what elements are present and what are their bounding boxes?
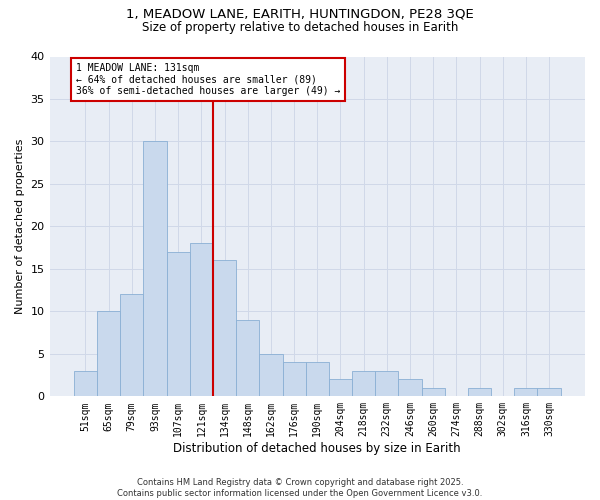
Bar [120, 294, 143, 396]
Y-axis label: Number of detached properties: Number of detached properties [15, 138, 25, 314]
Bar [213, 260, 236, 396]
X-axis label: Distribution of detached houses by size in Earith: Distribution of detached houses by size … [173, 442, 461, 455]
Bar [74, 371, 97, 396]
Bar [236, 320, 259, 396]
Bar [468, 388, 491, 396]
Text: 1, MEADOW LANE, EARITH, HUNTINGDON, PE28 3QE: 1, MEADOW LANE, EARITH, HUNTINGDON, PE28… [126, 8, 474, 20]
Bar [538, 388, 560, 396]
Text: Contains HM Land Registry data © Crown copyright and database right 2025.
Contai: Contains HM Land Registry data © Crown c… [118, 478, 482, 498]
Bar [422, 388, 445, 396]
Bar [398, 380, 422, 396]
Bar [329, 380, 352, 396]
Bar [167, 252, 190, 396]
Bar [143, 142, 167, 396]
Text: Size of property relative to detached houses in Earith: Size of property relative to detached ho… [142, 21, 458, 34]
Text: 1 MEADOW LANE: 131sqm
← 64% of detached houses are smaller (89)
36% of semi-deta: 1 MEADOW LANE: 131sqm ← 64% of detached … [76, 64, 341, 96]
Bar [305, 362, 329, 396]
Bar [97, 312, 120, 396]
Bar [190, 244, 213, 396]
Bar [283, 362, 305, 396]
Bar [514, 388, 538, 396]
Bar [352, 371, 375, 396]
Bar [375, 371, 398, 396]
Bar [259, 354, 283, 397]
